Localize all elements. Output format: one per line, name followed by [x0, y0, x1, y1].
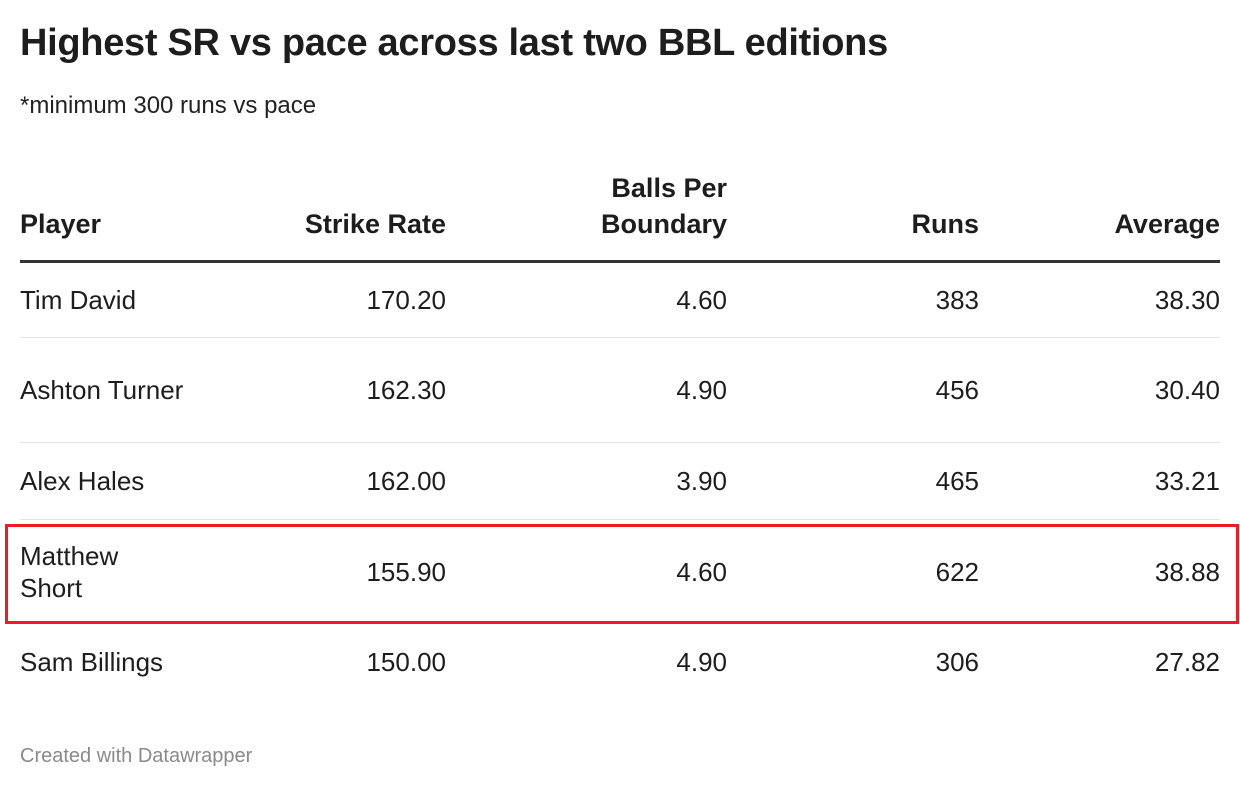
column-header-player[interactable]: Player — [20, 170, 185, 263]
cell-average: 33.21 — [979, 442, 1220, 520]
cell-balls-per-boundary: 4.90 — [676, 647, 727, 677]
cell-player: Tim David — [20, 261, 185, 338]
cell-balls-per-boundary: 4.60 — [446, 519, 727, 624]
cell-runs: 456 — [727, 337, 979, 443]
table-row: Matthew Short 155.90 4.60 622 38.88 — [20, 519, 1220, 624]
cell-player: Alex Hales — [20, 442, 185, 520]
cell-player: Matthew Short — [20, 519, 185, 624]
cell-strike-rate: 162.30 — [185, 337, 446, 443]
column-header-average[interactable]: Average — [979, 170, 1220, 263]
cell-player: Ashton Turner — [20, 337, 185, 443]
cell-average: 30.40 — [979, 337, 1220, 443]
cell-strike-rate: 170.20 — [185, 261, 446, 338]
cell-runs: 306 — [935, 647, 979, 677]
table-row: Sam Billings 150.00 4.90 306 27.82 — [20, 624, 1220, 701]
cell-balls-per-boundary: 4.60 — [446, 261, 727, 338]
cell-player: Sam Billings — [20, 647, 164, 677]
table-header-row: Player Strike Rate Balls Per Boundary Ru… — [20, 170, 1220, 263]
cell-average: 38.88 — [979, 519, 1220, 624]
table-row: Tim David 170.20 4.60 383 38.30 — [20, 261, 1220, 338]
table-row: Alex Hales 162.00 3.90 465 33.21 — [20, 442, 1220, 520]
chart-subtitle: *minimum 300 runs vs pace — [20, 92, 317, 119]
chart-title: Highest SR vs pace across last two BBL e… — [20, 22, 888, 64]
cell-runs: 465 — [727, 442, 979, 520]
cell-runs: 622 — [727, 519, 979, 624]
table-row: Ashton Turner 162.30 4.90 456 30.40 — [20, 337, 1220, 443]
column-header-strike-rate[interactable]: Strike Rate — [185, 170, 446, 263]
stats-table: Player Strike Rate Balls Per Boundary Ru… — [20, 170, 1220, 700]
cell-strike-rate: 155.90 — [185, 519, 446, 624]
cell-balls-per-boundary: 4.90 — [446, 337, 727, 443]
cell-strike-rate: 162.00 — [185, 442, 446, 520]
column-header-balls-per-boundary[interactable]: Balls Per Boundary — [446, 170, 727, 263]
cell-average: 38.30 — [979, 261, 1220, 338]
cell-runs: 383 — [727, 261, 979, 338]
column-header-runs[interactable]: Runs — [727, 170, 979, 263]
cell-average: 27.82 — [1154, 647, 1220, 677]
cell-strike-rate: 150.00 — [366, 647, 446, 677]
column-header-label: Balls Per Boundary — [600, 173, 727, 239]
footer-credit: Created with Datawrapper — [20, 745, 253, 767]
cell-balls-per-boundary: 3.90 — [446, 442, 727, 520]
